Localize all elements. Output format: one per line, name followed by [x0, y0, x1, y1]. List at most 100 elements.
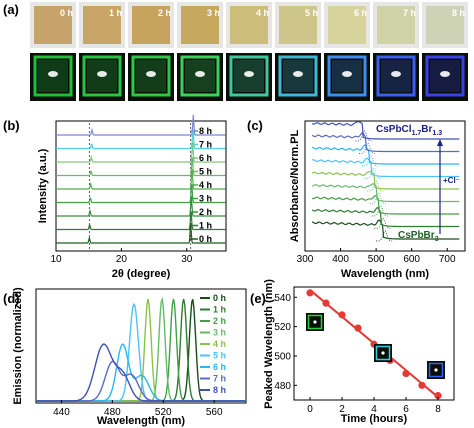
panel-e-ylabel: Peaked Wavelength (nm) — [263, 279, 275, 409]
series-label: 4 h — [199, 180, 212, 190]
x-tick-label: 560 — [206, 407, 223, 418]
panel-c-frame — [304, 120, 466, 252]
panel-c-label: (c) — [247, 118, 263, 133]
x-tick-label: 30 — [181, 254, 193, 265]
x-tick-label: 480 — [104, 407, 121, 418]
legend-label: 1 h — [213, 305, 226, 315]
x-tick-label: 2 — [339, 404, 345, 415]
x-tick-label: 0 — [307, 404, 313, 415]
x-tick-label: 400 — [332, 254, 349, 265]
uv-glare — [146, 71, 156, 77]
data-point — [322, 299, 330, 307]
x-tick-label: 500 — [368, 254, 385, 265]
time-label: 8 h — [452, 8, 465, 18]
series-label: 1 h — [199, 221, 212, 231]
legend-label: 5 h — [213, 351, 226, 361]
uv-glare — [391, 71, 401, 77]
panel-d-emission-chart: 0 h 1 h2 h 3 h4 h 5 h6 h 7 h8 h 440 480 520 560 — [35, 288, 247, 418]
xrd-trace — [56, 114, 226, 136]
time-label: 0 h — [60, 8, 73, 18]
pl-trace — [367, 180, 384, 192]
time-label: 5 h — [305, 8, 318, 18]
time-label: 4 h — [256, 8, 269, 18]
daylight-photo — [132, 6, 170, 44]
pl-trace — [371, 205, 388, 217]
uv-glare — [195, 71, 205, 77]
series-label: 5 h — [199, 167, 212, 177]
uv-glare — [97, 71, 107, 77]
data-point — [402, 369, 410, 378]
pl-trace — [374, 217, 391, 229]
x-tick-label: 10 — [50, 254, 62, 265]
data-point — [418, 381, 426, 389]
panel-b-xlabel: 2θ (degree) — [112, 268, 171, 280]
uv-photo-frame — [425, 55, 465, 97]
legend-label: 4 h — [213, 339, 226, 349]
pl-trace — [364, 167, 381, 179]
legend-label: 6 h — [213, 362, 226, 372]
panel-e-xlabel: Time (hours) — [341, 413, 408, 425]
xrd-trace — [56, 141, 226, 163]
panel-d-frame — [35, 288, 247, 404]
panel-b-frame — [55, 120, 227, 252]
daylight-photo — [328, 6, 366, 44]
daylight-photo — [181, 6, 219, 44]
x-tick-label: 440 — [53, 407, 70, 418]
data-point — [434, 391, 442, 400]
x-tick-label: 700 — [439, 254, 456, 265]
uv-photo-frame — [327, 55, 367, 97]
panel-b-xrd-chart: 8 h 7 h 6 h 5 h 4 h 3 h 2 h 1 h 0 h 10 20 30 — [50, 114, 227, 265]
series-label: 2 h — [199, 207, 212, 217]
inset-photo-frame — [307, 314, 323, 330]
xrd-trace — [56, 131, 226, 150]
absorbance-trace — [311, 170, 460, 190]
absorbance-trace — [311, 132, 460, 153]
panel-a-label: (a) — [3, 2, 19, 17]
series-label: 6 h — [199, 153, 212, 163]
daylight-photo — [377, 6, 415, 44]
time-label: 6 h — [354, 8, 367, 18]
pl-trace — [369, 192, 386, 204]
pl-trace — [355, 130, 372, 142]
emission-trace — [36, 343, 246, 402]
panel-b-label: (b) — [3, 118, 20, 133]
absorbance-trace — [311, 195, 460, 215]
inset-glare — [434, 368, 438, 372]
y-tick-label: 480 — [274, 381, 291, 392]
pl-trace — [376, 230, 393, 242]
series-label: 8 h — [199, 126, 212, 136]
daylight-photo — [426, 6, 464, 44]
x-tick-label: 300 — [297, 254, 314, 265]
legend-label: 2 h — [213, 316, 226, 326]
legend-label: 8 h — [213, 385, 226, 395]
xrd-trace — [56, 158, 226, 177]
uv-photo-frame — [33, 55, 73, 97]
inset-glare — [381, 351, 385, 355]
uv-glare — [244, 71, 254, 77]
panel-e-label: (e) — [250, 291, 266, 306]
xrd-trace — [56, 168, 226, 190]
data-point — [354, 324, 362, 332]
panel-e-peak-chart: 0 2 4 6 8 480 500 520 540 — [274, 286, 455, 415]
daylight-photo — [279, 6, 317, 44]
uv-photo-frame — [278, 55, 318, 97]
absorbance-trace — [311, 121, 460, 140]
y-tick-label: 520 — [274, 322, 291, 333]
daylight-photo — [83, 6, 121, 44]
pl-trace — [361, 155, 378, 167]
x-tick-label: 520 — [155, 407, 172, 418]
uv-glare — [48, 71, 58, 77]
time-label: 2 h — [158, 8, 171, 18]
x-tick-label: 20 — [116, 254, 128, 265]
inset-photo-frame — [428, 362, 444, 378]
uv-glare — [293, 71, 303, 77]
series-label: 7 h — [199, 140, 212, 150]
panel-d-label: (d) — [3, 291, 20, 306]
xrd-trace — [56, 212, 226, 231]
panel-c-arrow-label: +Cl⁻ — [443, 176, 460, 185]
panel-c-bottom-label: CsPbBr3 — [398, 230, 439, 243]
daylight-photo — [230, 6, 268, 44]
absorbance-trace — [311, 219, 460, 240]
legend-label: 3 h — [213, 328, 226, 338]
y-tick-label: 540 — [274, 293, 291, 304]
